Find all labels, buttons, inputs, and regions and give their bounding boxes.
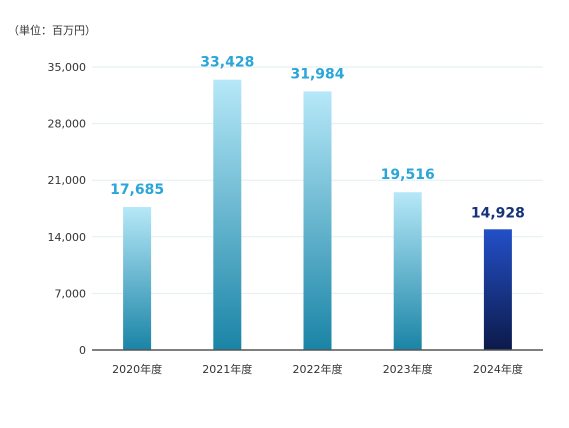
value-label: 31,984	[290, 66, 344, 82]
x-tick-label: 2021年度	[202, 362, 252, 376]
value-label: 17,685	[110, 182, 164, 198]
x-tick-label: 2023年度	[383, 362, 433, 376]
bar	[123, 207, 152, 350]
y-tick-label: 21,000	[48, 174, 87, 187]
y-tick-label: 35,000	[48, 61, 87, 74]
value-label: 33,428	[200, 55, 254, 71]
x-tick-label: 2022年度	[293, 362, 343, 376]
y-axis: 0 7,000 14,000 21,000 28,000 35,000	[48, 61, 87, 357]
value-label: 14,928	[471, 205, 525, 221]
value-label: 19,516	[381, 167, 435, 183]
y-tick-label: 28,000	[48, 118, 87, 131]
bars	[123, 79, 512, 351]
x-axis: 2020年度 2021年度 2022年度 2023年度 2024年度	[92, 349, 543, 376]
y-tick-label: 7,000	[55, 287, 87, 300]
y-tick-label: 0	[79, 344, 86, 357]
unit-label: （単位：百万円）	[8, 24, 96, 37]
bar	[393, 192, 422, 350]
x-tick-label: 2024年度	[473, 362, 523, 376]
x-tick-label: 2020年度	[112, 362, 162, 376]
value-labels: 17,685 33,428 31,984 19,516 14,928	[110, 55, 525, 222]
bar	[483, 229, 512, 350]
y-tick-label: 14,000	[48, 231, 87, 244]
bar	[213, 79, 242, 350]
bar	[303, 91, 332, 351]
